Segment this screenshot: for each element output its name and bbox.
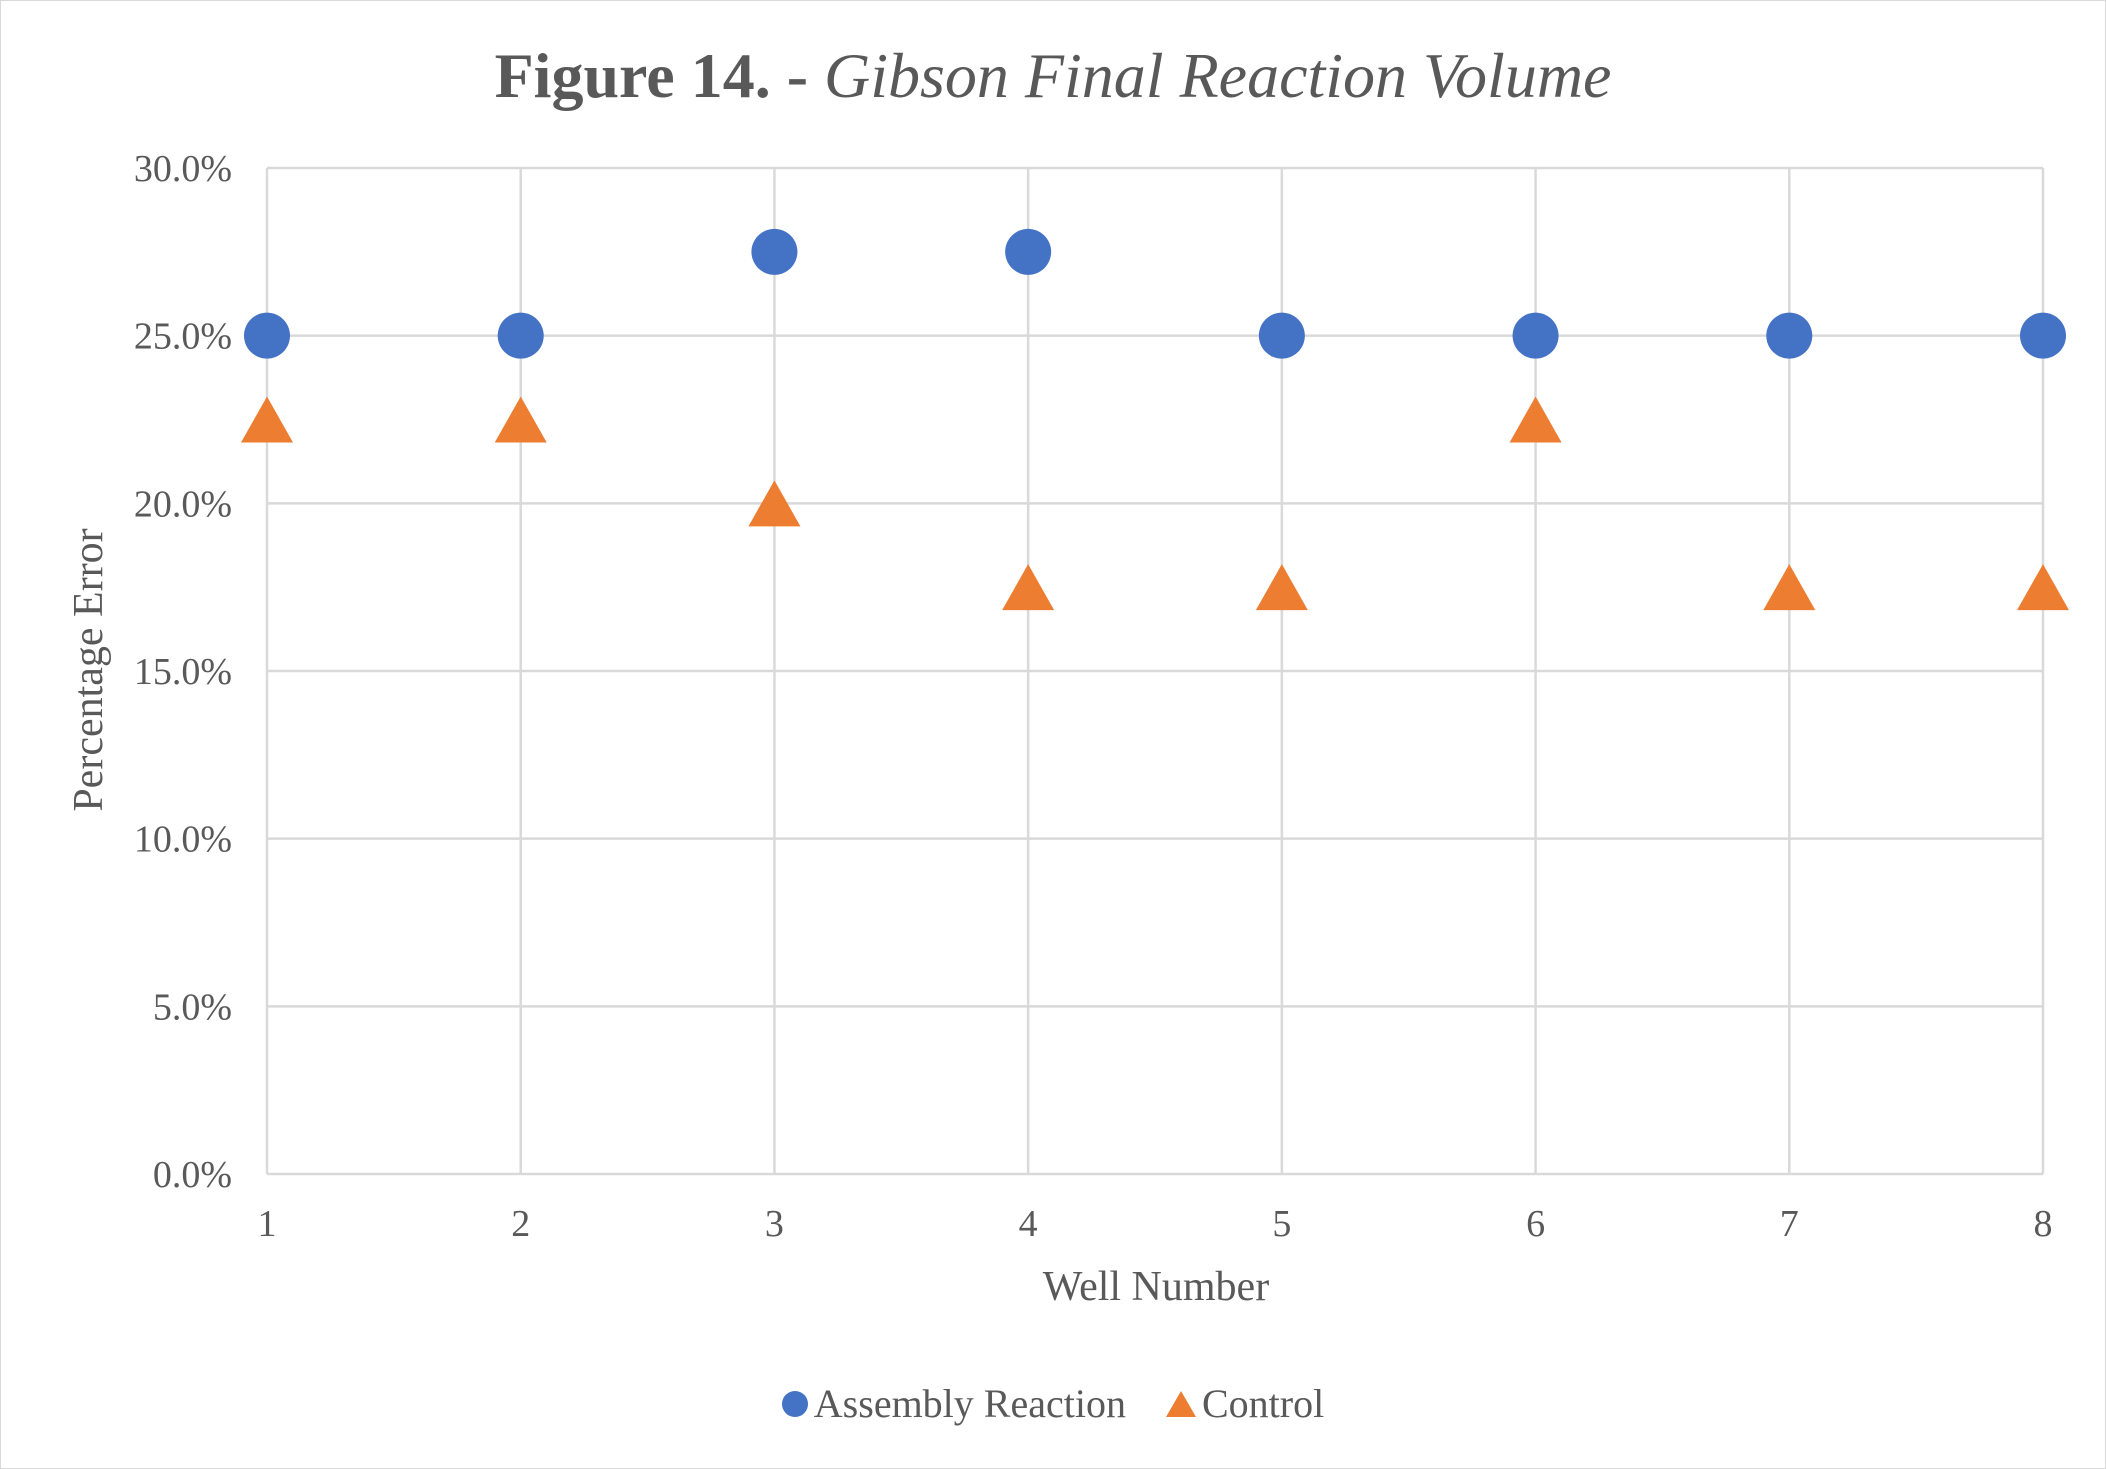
y-tick-label: 5.0% bbox=[153, 986, 232, 1028]
y-tick-label: 20.0% bbox=[134, 483, 232, 525]
data-point-circle bbox=[1512, 312, 1559, 359]
x-tick-label: 2 bbox=[511, 1203, 530, 1245]
x-tick-label: 7 bbox=[1780, 1203, 1799, 1245]
data-point-circle bbox=[497, 312, 544, 359]
data-point-triangle bbox=[494, 396, 547, 443]
legend-item-control: Control bbox=[1165, 1376, 1325, 1432]
chart-title-bold: Figure 14. bbox=[494, 40, 771, 111]
circle-marker-icon bbox=[781, 1391, 808, 1417]
legend-item-assembly-reaction: Assembly Reaction bbox=[781, 1376, 1126, 1432]
data-point-triangle bbox=[1509, 396, 1562, 443]
legend: Assembly Reaction Control bbox=[0, 1376, 2106, 1432]
y-tick-label: 0.0% bbox=[153, 1154, 232, 1196]
x-tick-label: 5 bbox=[1272, 1203, 1291, 1245]
x-tick-label: 4 bbox=[1019, 1203, 1038, 1245]
data-point-triangle bbox=[2017, 564, 2069, 611]
series-assembly-reaction bbox=[244, 228, 2066, 359]
grid-lines bbox=[265, 166, 2045, 1176]
data-point-circle bbox=[2020, 312, 2066, 359]
data-point-triangle bbox=[1002, 564, 1055, 611]
x-tick-label: 6 bbox=[1526, 1203, 1545, 1245]
y-tick-label: 15.0% bbox=[134, 651, 232, 693]
data-point-triangle bbox=[1255, 564, 1308, 611]
data-point-triangle bbox=[241, 396, 293, 443]
data-point-circle bbox=[1258, 312, 1305, 359]
x-axis-tick-labels: 1 2 3 4 5 6 7 8 bbox=[258, 1203, 2053, 1245]
data-point-circle bbox=[244, 312, 290, 359]
data-point-circle bbox=[1005, 228, 1052, 275]
data-series bbox=[241, 228, 2069, 611]
chart-title: Figure 14. - Gibson Final Reaction Volum… bbox=[0, 38, 2106, 114]
x-tick-label: 3 bbox=[765, 1203, 784, 1245]
legend-label-assembly-reaction: Assembly Reaction bbox=[813, 1381, 1126, 1426]
y-tick-label: 10.0% bbox=[134, 819, 232, 861]
y-tick-label: 25.0% bbox=[134, 316, 232, 358]
legend-label-control: Control bbox=[1201, 1381, 1325, 1426]
series-control bbox=[241, 396, 2069, 611]
y-axis-title: Percentage Error bbox=[66, 528, 112, 811]
data-point-circle bbox=[1766, 312, 1813, 359]
triangle-marker-icon bbox=[1165, 1391, 1196, 1417]
x-tick-label: 8 bbox=[2034, 1203, 2053, 1245]
data-point-triangle bbox=[1763, 564, 1816, 611]
y-axis-tick-labels: 0.0% 5.0% 10.0% 15.0% 20.0% 25.0% 30.0% bbox=[134, 148, 232, 1196]
x-axis-title: Well Number bbox=[1043, 1264, 1269, 1310]
x-tick-label: 1 bbox=[258, 1203, 277, 1245]
data-point-circle bbox=[751, 228, 798, 275]
y-tick-label: 30.0% bbox=[134, 148, 232, 190]
chart-title-separator: - bbox=[770, 40, 824, 111]
data-point-triangle bbox=[748, 480, 801, 527]
chart-title-italic: Gibson Final Reaction Volume bbox=[824, 40, 1612, 111]
